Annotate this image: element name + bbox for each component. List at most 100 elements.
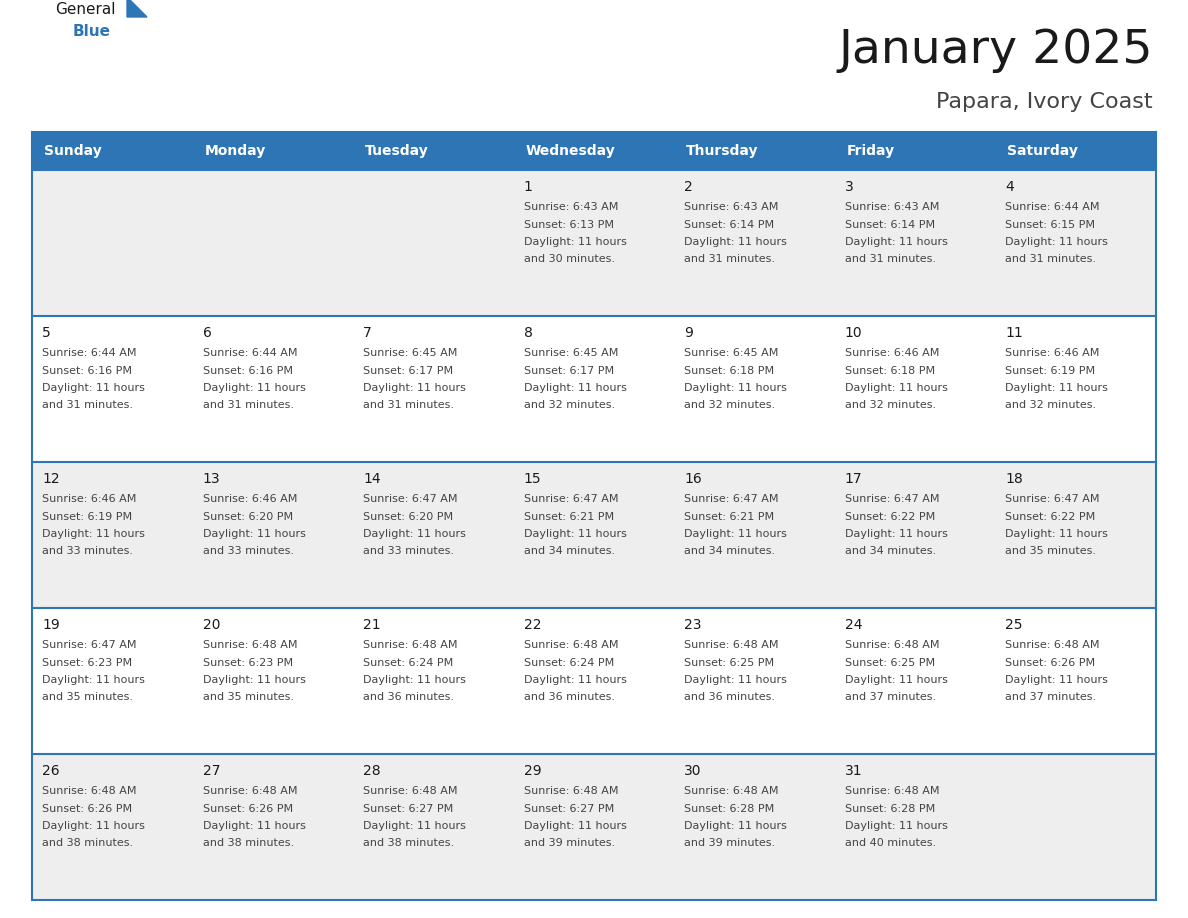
Text: 21: 21 — [364, 618, 381, 632]
Text: 10: 10 — [845, 326, 862, 340]
Text: Thursday: Thursday — [687, 144, 759, 158]
Text: Daylight: 11 hours: Daylight: 11 hours — [1005, 529, 1108, 539]
Text: and 38 minutes.: and 38 minutes. — [203, 838, 293, 848]
Text: 5: 5 — [42, 326, 51, 340]
Bar — [192, 170, 353, 316]
Text: Daylight: 11 hours: Daylight: 11 hours — [845, 529, 948, 539]
Bar — [32, 170, 192, 316]
Text: Daylight: 11 hours: Daylight: 11 hours — [684, 529, 788, 539]
Bar — [675, 462, 835, 608]
Text: Sunrise: 6:43 AM: Sunrise: 6:43 AM — [524, 202, 618, 212]
Bar — [192, 132, 353, 170]
Text: Daylight: 11 hours: Daylight: 11 hours — [203, 821, 305, 831]
Text: 6: 6 — [203, 326, 211, 340]
Bar — [675, 316, 835, 462]
Bar — [996, 754, 1156, 900]
Text: Friday: Friday — [847, 144, 895, 158]
Text: Daylight: 11 hours: Daylight: 11 hours — [42, 529, 145, 539]
Text: Sunset: 6:16 PM: Sunset: 6:16 PM — [42, 365, 132, 375]
Text: Sunrise: 6:44 AM: Sunrise: 6:44 AM — [1005, 202, 1100, 212]
Text: 11: 11 — [1005, 326, 1023, 340]
Bar — [32, 462, 192, 608]
Text: Sunset: 6:21 PM: Sunset: 6:21 PM — [524, 511, 614, 521]
Text: and 38 minutes.: and 38 minutes. — [42, 838, 133, 848]
Text: and 30 minutes.: and 30 minutes. — [524, 254, 614, 264]
Text: 1: 1 — [524, 180, 532, 194]
Text: Daylight: 11 hours: Daylight: 11 hours — [203, 383, 305, 393]
Text: Sunset: 6:17 PM: Sunset: 6:17 PM — [364, 365, 454, 375]
Text: Sunrise: 6:47 AM: Sunrise: 6:47 AM — [42, 640, 137, 650]
Bar — [32, 754, 192, 900]
Text: Sunset: 6:26 PM: Sunset: 6:26 PM — [42, 803, 132, 813]
Text: Daylight: 11 hours: Daylight: 11 hours — [203, 675, 305, 685]
Text: Sunset: 6:19 PM: Sunset: 6:19 PM — [1005, 365, 1095, 375]
Bar — [513, 132, 675, 170]
Text: and 36 minutes.: and 36 minutes. — [364, 692, 454, 702]
Text: Sunrise: 6:44 AM: Sunrise: 6:44 AM — [42, 348, 137, 358]
Text: 8: 8 — [524, 326, 532, 340]
Text: Sunrise: 6:43 AM: Sunrise: 6:43 AM — [684, 202, 778, 212]
Text: Daylight: 11 hours: Daylight: 11 hours — [524, 529, 626, 539]
Text: and 32 minutes.: and 32 minutes. — [524, 400, 615, 410]
Bar — [835, 170, 996, 316]
Text: 17: 17 — [845, 472, 862, 486]
Text: Sunset: 6:28 PM: Sunset: 6:28 PM — [684, 803, 775, 813]
Bar — [996, 170, 1156, 316]
Text: Daylight: 11 hours: Daylight: 11 hours — [684, 821, 788, 831]
Text: Daylight: 11 hours: Daylight: 11 hours — [845, 821, 948, 831]
Text: Sunset: 6:26 PM: Sunset: 6:26 PM — [1005, 657, 1095, 667]
Text: 22: 22 — [524, 618, 542, 632]
Bar — [192, 754, 353, 900]
Text: Sunset: 6:18 PM: Sunset: 6:18 PM — [684, 365, 775, 375]
Bar — [996, 608, 1156, 754]
Bar — [835, 754, 996, 900]
Text: and 34 minutes.: and 34 minutes. — [845, 546, 936, 556]
Text: Sunrise: 6:48 AM: Sunrise: 6:48 AM — [364, 786, 457, 796]
Bar — [675, 608, 835, 754]
Text: Sunrise: 6:48 AM: Sunrise: 6:48 AM — [364, 640, 457, 650]
Text: Daylight: 11 hours: Daylight: 11 hours — [845, 383, 948, 393]
Text: Daylight: 11 hours: Daylight: 11 hours — [684, 675, 788, 685]
Text: Sunset: 6:23 PM: Sunset: 6:23 PM — [203, 657, 292, 667]
Text: Daylight: 11 hours: Daylight: 11 hours — [364, 529, 466, 539]
Text: and 32 minutes.: and 32 minutes. — [1005, 400, 1097, 410]
Text: 20: 20 — [203, 618, 220, 632]
Text: Sunset: 6:22 PM: Sunset: 6:22 PM — [1005, 511, 1095, 521]
Text: Sunrise: 6:45 AM: Sunrise: 6:45 AM — [524, 348, 618, 358]
Text: Wednesday: Wednesday — [526, 144, 615, 158]
Bar — [32, 132, 192, 170]
Text: 9: 9 — [684, 326, 693, 340]
Text: 28: 28 — [364, 764, 381, 778]
Bar — [835, 316, 996, 462]
Text: and 39 minutes.: and 39 minutes. — [524, 838, 615, 848]
Text: January 2025: January 2025 — [839, 28, 1154, 73]
Text: Sunset: 6:23 PM: Sunset: 6:23 PM — [42, 657, 132, 667]
Bar — [996, 316, 1156, 462]
Text: and 37 minutes.: and 37 minutes. — [1005, 692, 1097, 702]
Text: Sunset: 6:27 PM: Sunset: 6:27 PM — [364, 803, 454, 813]
Text: Sunrise: 6:48 AM: Sunrise: 6:48 AM — [684, 786, 779, 796]
Bar — [996, 462, 1156, 608]
Text: and 35 minutes.: and 35 minutes. — [42, 692, 133, 702]
Text: Daylight: 11 hours: Daylight: 11 hours — [42, 821, 145, 831]
Text: Sunrise: 6:46 AM: Sunrise: 6:46 AM — [1005, 348, 1100, 358]
Bar — [353, 608, 513, 754]
Text: Daylight: 11 hours: Daylight: 11 hours — [684, 237, 788, 247]
Text: 23: 23 — [684, 618, 702, 632]
Text: and 36 minutes.: and 36 minutes. — [524, 692, 614, 702]
Text: Daylight: 11 hours: Daylight: 11 hours — [42, 383, 145, 393]
Text: 19: 19 — [42, 618, 59, 632]
Text: and 35 minutes.: and 35 minutes. — [203, 692, 293, 702]
Text: Sunrise: 6:46 AM: Sunrise: 6:46 AM — [203, 494, 297, 504]
Bar — [513, 754, 675, 900]
Text: and 31 minutes.: and 31 minutes. — [684, 254, 776, 264]
Text: Sunset: 6:20 PM: Sunset: 6:20 PM — [203, 511, 292, 521]
Text: 4: 4 — [1005, 180, 1015, 194]
Bar — [675, 754, 835, 900]
Text: Sunset: 6:15 PM: Sunset: 6:15 PM — [1005, 219, 1095, 230]
Bar — [353, 754, 513, 900]
Text: Daylight: 11 hours: Daylight: 11 hours — [364, 675, 466, 685]
Text: Sunrise: 6:47 AM: Sunrise: 6:47 AM — [684, 494, 779, 504]
Text: and 31 minutes.: and 31 minutes. — [42, 400, 133, 410]
Text: 27: 27 — [203, 764, 220, 778]
